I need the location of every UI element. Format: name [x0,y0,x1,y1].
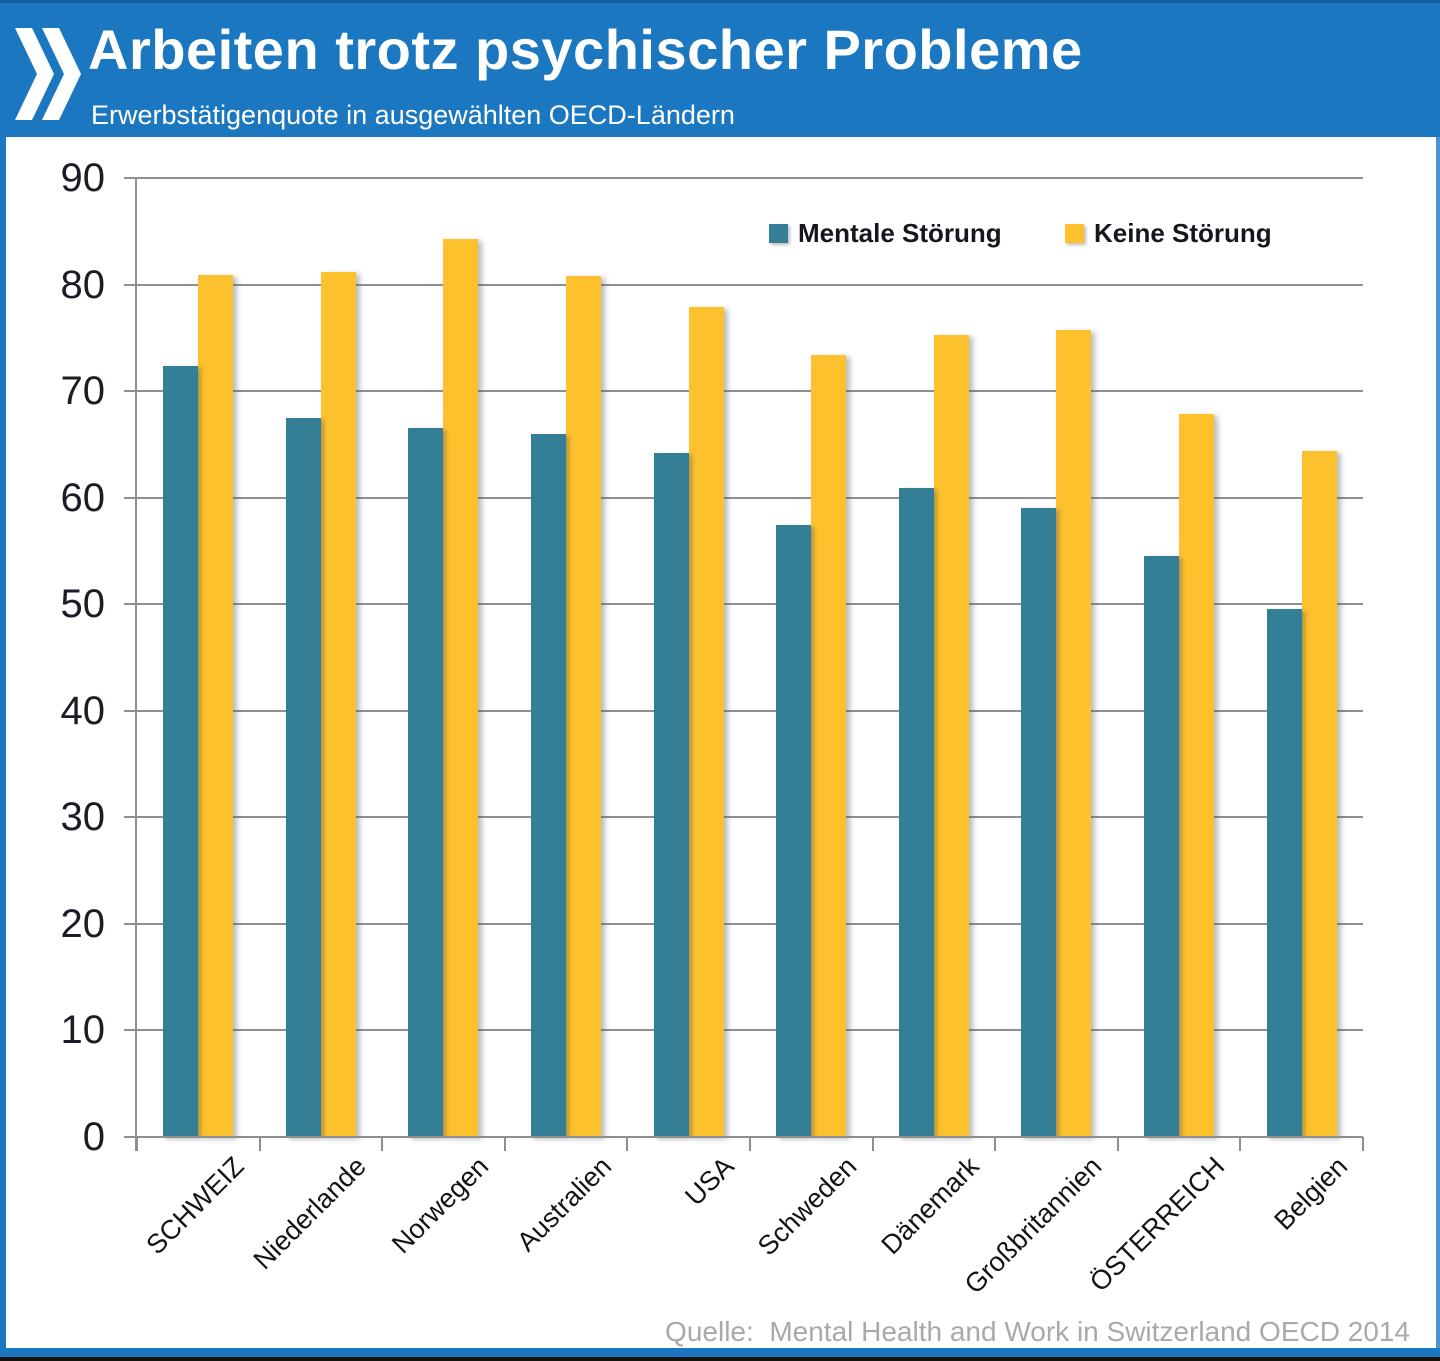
gridline [137,177,1363,179]
legend-label-mentale-stoerung: Mentale Störung [798,218,1002,248]
x-axis-label-text: Niederlande [247,1151,373,1276]
gridline [137,1029,1363,1032]
x-axis-tick [994,1137,997,1151]
bar-series-1 [1301,450,1337,1137]
y-axis-tick [124,283,137,286]
bar-series-0 [1144,556,1180,1137]
y-axis-tick-label: 10 [60,1008,106,1053]
bar-series-0 [653,452,689,1137]
y-axis-tick [124,390,137,393]
y-axis-tick [124,816,137,819]
source-note: Quelle: Mental Health and Work in Switze… [665,1316,1410,1347]
legend-swatch-mentale-stoerung [769,224,788,243]
y-axis-tick [124,1136,137,1138]
bar-series-1 [566,276,602,1137]
y-axis-tick [124,496,137,499]
bar-series-1 [933,334,969,1137]
bar-series-1 [198,274,234,1137]
y-axis-tick-label: 80 [60,262,106,307]
x-axis-label-text: Australien [511,1151,618,1258]
header-banner: Arbeiten trotz psychischer Probleme Erwe… [0,0,1440,137]
gridline [137,390,1363,393]
x-axis-label-text: SCHWEIZ [140,1151,250,1261]
x-axis-line [135,1136,1363,1138]
bar-group [1240,178,1363,1137]
y-axis-tick [124,709,137,712]
gridline [137,709,1363,712]
gridline [137,283,1363,286]
x-axis-tick [749,1137,751,1151]
y-axis-tick-label: 70 [60,369,106,414]
y-axis-tick [124,1029,137,1032]
bar-series-0 [285,417,321,1137]
y-axis-line [135,178,137,1151]
x-axis-tick [381,1137,384,1151]
y-axis-tick-label: 0 [82,1115,105,1159]
bar-series-1 [320,271,356,1137]
y-axis-tick-label: 20 [60,901,106,946]
plot-area: Mentale Störung Keine Störung 0 10 20 30 40 5… [61,158,1364,1300]
y-axis-tick [124,603,137,606]
x-axis-tick [1239,1137,1242,1151]
oecd-chevrons-icon [14,28,82,120]
x-axis-label-text: USA [679,1151,740,1212]
x-axis-tick [1362,1137,1364,1151]
bar-group [1118,178,1241,1137]
y-axis-tick-label: 90 [60,156,106,200]
bar-series-0 [1266,608,1302,1137]
bar-series-0 [898,488,934,1137]
bar-series-0 [163,365,199,1137]
page-title: Arbeiten trotz psychischer Probleme [88,18,1083,81]
bar-group [260,178,383,1137]
bar-series-0 [1021,508,1057,1137]
bar-group [873,178,996,1137]
bottom-blue-strip [0,1348,1440,1357]
y-axis-tick-label: 30 [60,795,106,840]
bar-series-0 [408,428,444,1137]
bar-group [505,178,628,1137]
gridline [137,603,1363,606]
bar-group [137,178,260,1137]
x-axis-tick [1116,1137,1119,1151]
gridline [137,496,1363,499]
bar-series-1 [688,306,724,1137]
y-axis-tick [124,922,137,925]
x-axis-tick [871,1137,874,1151]
gridline [137,922,1363,925]
y-axis-tick-label: 40 [60,688,106,733]
x-axis-tick [136,1137,138,1151]
bar-series-1 [443,238,479,1137]
x-axis-label-text: Belgien [1267,1151,1353,1236]
bar-group [627,178,750,1137]
x-axis-tick [626,1137,629,1151]
legend-item-keine-stoerung: Keine Störung [1065,218,1272,249]
bar-series-0 [531,433,567,1137]
legend-swatch-keine-stoerung [1065,224,1084,243]
y-axis-tick-label: 50 [60,582,106,627]
y-axis-tick-label: 60 [60,475,106,520]
x-axis-label-text: Norwegen [386,1151,495,1260]
x-axis-label-text: Dänemark [875,1151,986,1261]
bar-group [750,178,873,1137]
page-subtitle: Erwerbstätigenquote in ausgewählten OECD… [91,100,735,130]
bar-series-0 [776,525,812,1137]
frame-right-border [1436,137,1440,1357]
x-axis-tick [258,1137,261,1151]
x-axis-tick [503,1137,506,1151]
bar-series-1 [1056,330,1092,1137]
x-axis-label-text: Schweden [752,1151,863,1262]
frame-left-border [0,137,6,1357]
gridline [137,816,1363,819]
y-axis-tick [124,177,137,179]
bar-series-1 [811,354,847,1137]
bottom-black-strip [0,1357,1440,1361]
legend-item-mentale-stoerung: Mentale Störung [769,218,1002,249]
bar-group [382,178,505,1137]
bar-group [995,178,1118,1137]
bar-series-1 [1179,413,1215,1137]
legend-label-keine-stoerung: Keine Störung [1094,218,1272,248]
